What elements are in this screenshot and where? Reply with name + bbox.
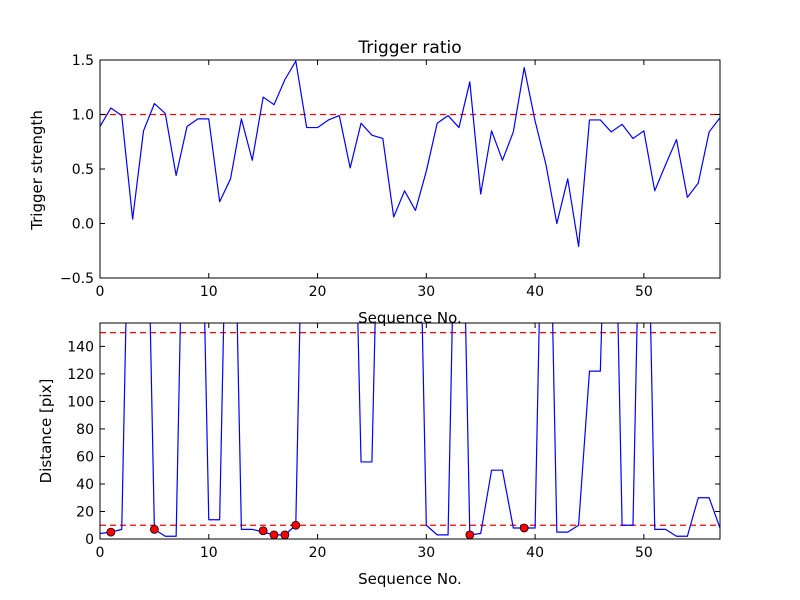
- y-tick-label: 0.0: [72, 217, 94, 233]
- x-tick-label: 40: [526, 545, 544, 561]
- x-tick-label: 30: [417, 284, 435, 300]
- y-axis-label: Trigger strength: [28, 110, 46, 231]
- x-tick-label: 50: [635, 545, 653, 561]
- y-tick-label: 120: [67, 367, 94, 383]
- data-point: [519, 523, 529, 533]
- distance-chart: 0 10 20 30 40 50 0 20 40 60 80 100 120 140 Sequence N…: [37, 322, 721, 588]
- x-axis-label: Sequence No.: [358, 309, 462, 327]
- x-tick-label: 0: [96, 284, 105, 300]
- y-tick-label: 140: [67, 339, 94, 355]
- x-tick-label: 40: [526, 284, 544, 300]
- plot-content: [100, 60, 720, 247]
- x-tick-label: 50: [635, 284, 653, 300]
- y-axis-label: Distance [pix]: [37, 379, 55, 484]
- data-point: [269, 530, 279, 540]
- chart-title: Trigger ratio: [357, 38, 461, 58]
- series-line: [100, 60, 720, 247]
- y-tick-label: 1.0: [72, 108, 94, 124]
- x-tick-label: 10: [200, 545, 218, 561]
- y-tick-label: 60: [76, 449, 94, 465]
- y-tick-label: −0.5: [60, 271, 94, 287]
- data-point: [465, 530, 475, 540]
- x-axis-label: Sequence No.: [358, 570, 462, 588]
- y-tick-label: 0: [85, 532, 94, 548]
- x-tick-label: 20: [309, 284, 327, 300]
- x-tick-label: 30: [417, 545, 435, 561]
- data-point: [291, 520, 301, 530]
- y-tick-label: 20: [76, 504, 94, 520]
- data-point: [106, 527, 116, 537]
- y-tick-label: 100: [67, 394, 94, 410]
- data-point: [280, 530, 290, 540]
- plot-area: 0 10 20 30 40 50 −0.5 0.0 0.5 1.0 1.5: [60, 53, 721, 300]
- x-tick-label: 10: [200, 284, 218, 300]
- y-tick-label: 40: [76, 477, 94, 493]
- x-tick-label: 20: [309, 545, 327, 561]
- x-tick-label: 0: [96, 545, 105, 561]
- y-tick-label: 0.5: [72, 162, 94, 178]
- data-point: [258, 526, 268, 536]
- plot-content: [100, 323, 720, 537]
- data-point: [149, 524, 159, 534]
- axes-frame: [99, 322, 721, 540]
- y-tick-label: 80: [76, 422, 94, 438]
- y-tick-label: 1.5: [72, 53, 94, 69]
- plot-area: 0 10 20 30 40 50 0 20 40 60 80 100 120 140: [67, 322, 721, 561]
